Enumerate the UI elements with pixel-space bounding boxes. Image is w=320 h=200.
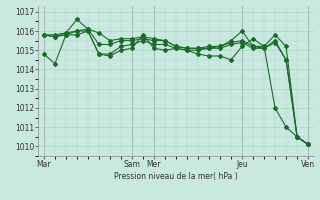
X-axis label: Pression niveau de la mer( hPa ): Pression niveau de la mer( hPa ) (114, 172, 238, 181)
